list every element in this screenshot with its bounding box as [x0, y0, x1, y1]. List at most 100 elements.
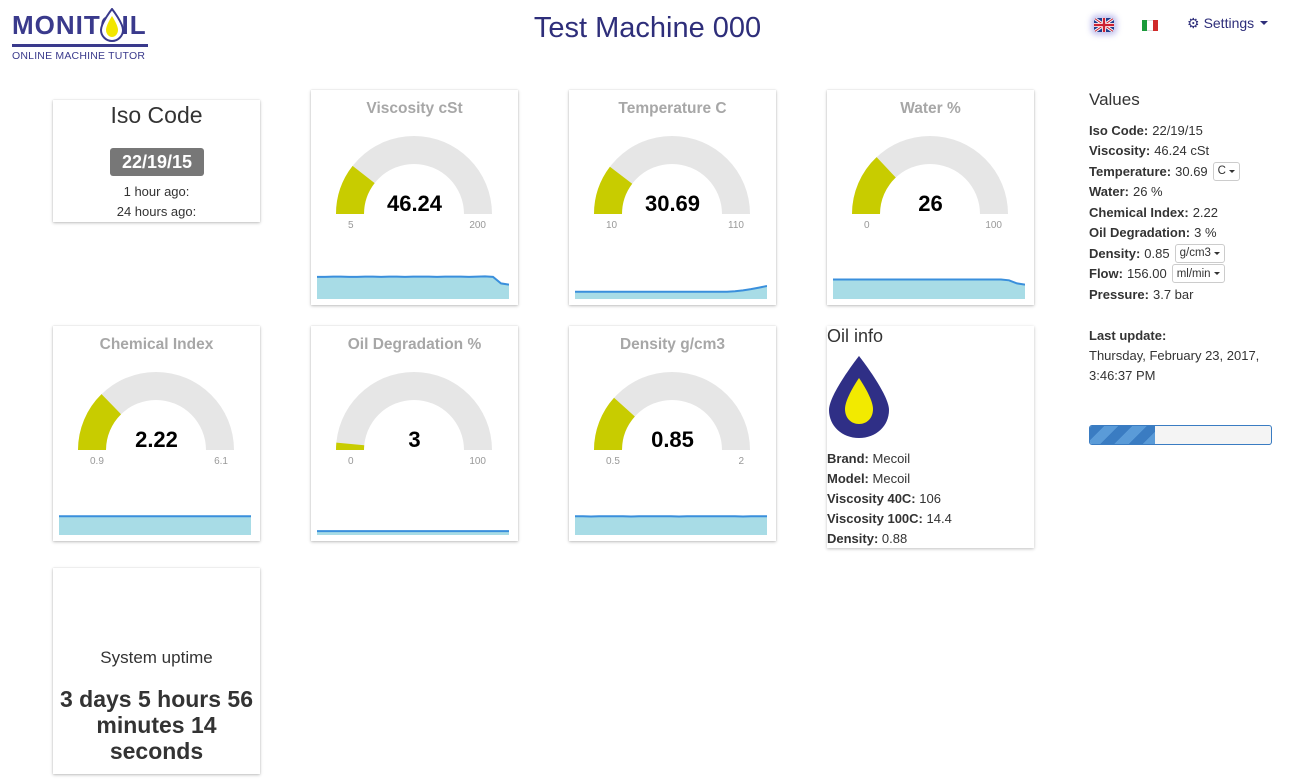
gauge-fill — [594, 166, 633, 214]
value-row: Water: 26 % — [1089, 182, 1279, 203]
oil-model-row: Model: Mecoil — [827, 471, 911, 486]
gauge-max-label: 110 — [728, 220, 744, 231]
gauge-value: 46.24 — [386, 191, 443, 216]
gauge-track — [594, 136, 750, 214]
value-row: Flow: 156.00 ml/min — [1089, 264, 1279, 285]
trend-area — [59, 516, 251, 535]
gauge-min-label: 0 — [864, 220, 870, 231]
iso-code-title: Iso Code — [110, 102, 203, 128]
iso-code-badge: 22/19/15 — [110, 148, 204, 176]
system-uptime-card: System uptime 3 days 5 hours 56 minutes … — [53, 568, 260, 774]
uptime-label: System uptime — [100, 648, 213, 667]
gauge-title: Viscosity cSt — [366, 100, 463, 117]
gauge-dial — [78, 372, 234, 450]
uk-flag-icon[interactable] — [1094, 18, 1114, 32]
iso-24h-label: 24 hours ago: — [116, 204, 197, 219]
oil-info-title: Oil info — [827, 326, 884, 346]
value-text: 26 % — [1132, 184, 1163, 200]
value-row: Temperature: 30.69 C — [1089, 161, 1279, 182]
gauge-value: 26 — [918, 191, 943, 216]
value-label: Water: — [1089, 184, 1129, 200]
refresh-progress-bar — [1089, 425, 1272, 445]
trend-sparkline — [317, 530, 509, 535]
gauge-min-label: 10 — [606, 220, 618, 231]
trend-sparkline — [317, 275, 509, 299]
gauge-value: 2.22 — [135, 427, 178, 452]
uptime-value: 3 days 5 hours 56 minutes 14 seconds — [59, 686, 254, 764]
oil-density-row: Density: 0.88 — [827, 531, 908, 546]
gauge-title: Chemical Index — [99, 336, 214, 353]
trend-line — [575, 285, 767, 293]
value-row: Oil Degradation: 3 % — [1089, 223, 1279, 244]
trend-area — [575, 516, 767, 535]
viscosity-gauge-card[interactable]: Viscosity cSt 46.24 5 200 — [311, 90, 518, 305]
progress-fill — [1090, 426, 1156, 444]
values-title: Values — [1089, 90, 1140, 109]
gauge-fill — [78, 394, 122, 450]
gauge-title: Density g/cm3 — [619, 336, 726, 353]
value-label: Temperature: — [1089, 163, 1172, 179]
gauge-fill — [336, 442, 365, 450]
value-text: 3.7 bar — [1152, 286, 1194, 302]
temperature-gauge-card[interactable]: Temperature C 30.69 10 110 — [569, 90, 776, 305]
values-panel: Values Iso Code: 22/19/15 Viscosity: 46.24 … — [1089, 90, 1279, 305]
trend-area — [833, 279, 1025, 299]
unit-select[interactable]: ml/min — [1171, 264, 1225, 284]
gauge-track — [594, 372, 750, 450]
gauge-value: 0.85 — [651, 427, 694, 452]
gauge-value: 30.69 — [644, 191, 701, 216]
gauge-track — [336, 136, 492, 214]
iso-code-card: Iso Code 22/19/15 1 hour ago: 24 hours a… — [53, 100, 260, 222]
value-text: 46.24 cSt — [1154, 143, 1210, 159]
water-gauge-card[interactable]: Water % 26 0 100 — [827, 90, 1034, 305]
gear-icon: ⚙ — [1187, 15, 1200, 31]
settings-dropdown[interactable]: ⚙ Settings — [1187, 15, 1269, 31]
unit-select-value: ml/min — [1176, 267, 1211, 280]
oil-viscosity40-row: Viscosity 40C: 106 — [827, 491, 941, 506]
caret-down-icon — [1228, 169, 1235, 173]
gauge-fill — [852, 157, 896, 214]
value-label: Flow: — [1089, 266, 1123, 282]
unit-select-value: g/cm3 — [1179, 247, 1211, 260]
value-label: Oil Degradation: — [1089, 225, 1191, 241]
caret-down-icon — [1213, 272, 1220, 276]
gauge-dial — [336, 372, 492, 450]
settings-label: Settings — [1203, 15, 1255, 31]
value-row: Iso Code: 22/19/15 — [1089, 120, 1279, 141]
gauge-value: 3 — [408, 427, 421, 452]
gauge-fill — [336, 165, 375, 214]
gauge-title: Oil Degradation % — [347, 336, 482, 353]
value-text: 156.00 — [1126, 266, 1167, 282]
value-row: Chemical Index: 2.22 — [1089, 202, 1279, 223]
gauge-dial — [336, 136, 492, 214]
gauge-max-label: 200 — [469, 220, 486, 231]
value-text: 22/19/15 — [1152, 122, 1203, 138]
monitoil-logo[interactable]: MONITOIL ONLINE MACHINE TUTOR — [12, 8, 162, 64]
chemical-index-gauge-card[interactable]: Chemical Index 2.22 0.9 6.1 — [53, 326, 260, 541]
gauge-max-label: 100 — [469, 456, 486, 467]
gauge-title: Temperature C — [618, 100, 727, 117]
trend-area — [317, 276, 509, 299]
gauge-track — [336, 372, 492, 450]
gauge-track — [78, 372, 234, 450]
logo-underline — [12, 44, 148, 47]
gauge-min-label: 0.5 — [606, 456, 620, 467]
oil-degradation-gauge-card[interactable]: Oil Degradation % 3 0 100 — [311, 326, 518, 541]
gauge-title: Water % — [900, 100, 961, 117]
unit-select[interactable]: g/cm3 — [1174, 243, 1225, 263]
gauge-dial — [594, 136, 750, 214]
value-row: Pressure: 3.7 bar — [1089, 284, 1279, 305]
value-label: Density: — [1089, 245, 1141, 261]
italy-flag-icon[interactable] — [1142, 20, 1158, 31]
density-gauge-card[interactable]: Density g/cm3 0.85 0.5 2 — [569, 326, 776, 541]
last-update-label: Last update: — [1089, 328, 1167, 343]
trend-line — [833, 278, 1025, 286]
logo-tagline: ONLINE MACHINE TUTOR — [12, 50, 146, 62]
value-text: 0.85 — [1144, 245, 1170, 261]
gauge-min-label: 0.9 — [90, 456, 104, 467]
gauge-min-label: 0 — [348, 456, 354, 467]
unit-select[interactable]: C — [1212, 161, 1240, 181]
gauge-fill — [594, 397, 635, 450]
logo-wordmark: MONITOIL — [12, 10, 147, 40]
value-text: 30.69 — [1175, 163, 1208, 179]
